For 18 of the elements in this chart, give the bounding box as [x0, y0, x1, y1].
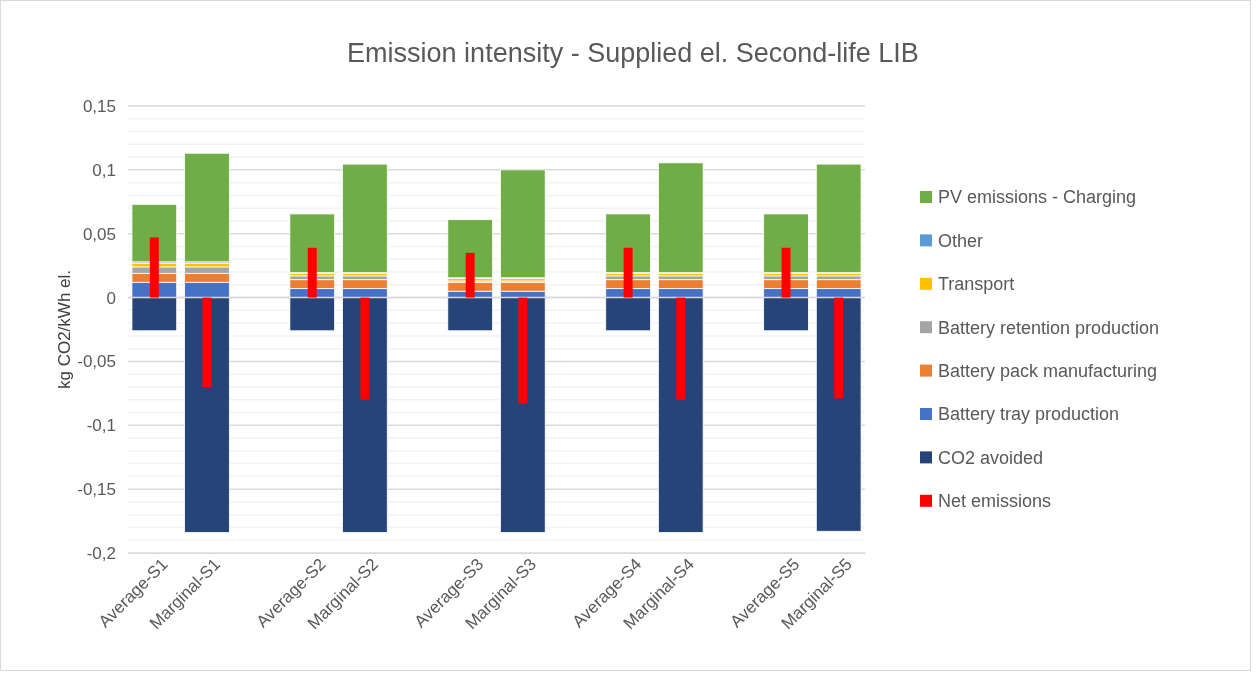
legend-label: Battery tray production: [938, 404, 1120, 425]
y-tick-label: -0,05: [77, 352, 116, 372]
y-tick-label: 0,05: [82, 224, 116, 244]
y-tick-label: 0,1: [92, 160, 116, 180]
y-axis-title: kg CO2/kWh el.: [55, 269, 74, 390]
legend-label: Net emissions: [938, 491, 1052, 512]
legend-label: CO2 avoided: [938, 447, 1044, 468]
y-tick-label: -0,2: [86, 543, 116, 563]
y-tick-label: 0,15: [82, 96, 116, 116]
y-tick-label: 0: [106, 288, 116, 308]
legend-label: Battery pack manufacturing: [938, 360, 1158, 381]
legend-label: PV emissions - Charging: [938, 187, 1137, 208]
chart-title: Emission intensity - Supplied el. Second-life LIB: [347, 38, 919, 68]
y-tick-label: -0,15: [77, 480, 116, 500]
legend-label: Battery retention production: [938, 317, 1160, 338]
legend-label: Transport: [938, 274, 1015, 295]
legend-label: Other: [938, 230, 984, 251]
y-tick-label: -0,1: [86, 416, 116, 436]
